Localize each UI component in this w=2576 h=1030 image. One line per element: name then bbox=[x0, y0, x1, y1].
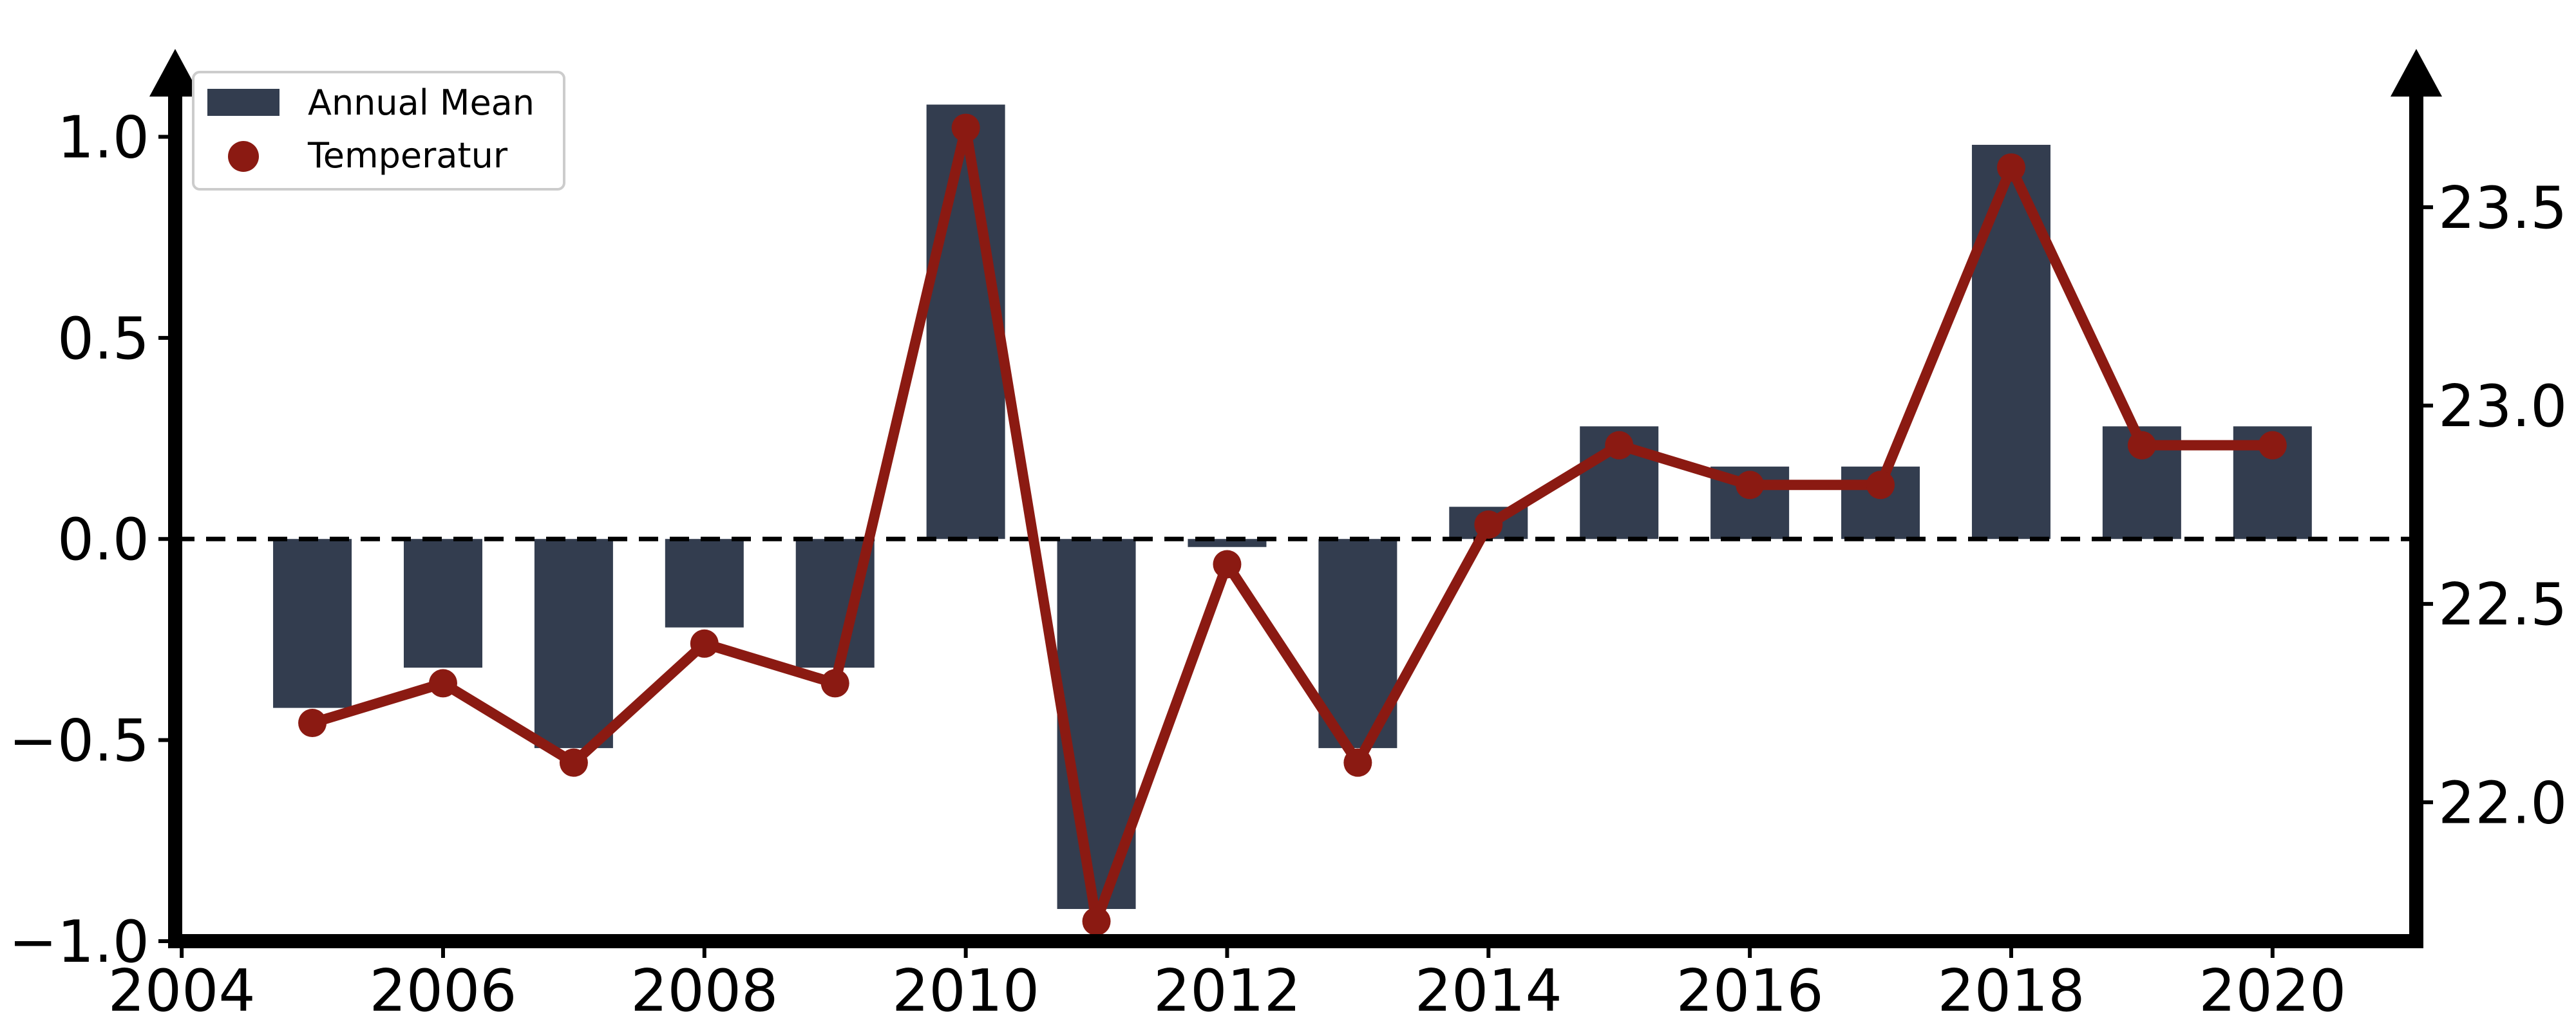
temperature-point-2013 bbox=[1343, 748, 1372, 777]
y-tick-label: 0.0 bbox=[57, 506, 149, 574]
temperature-point-2011 bbox=[1082, 907, 1111, 936]
legend-label-annual-mean: Annual Mean bbox=[308, 82, 535, 123]
x-tick-label: 2012 bbox=[1153, 957, 1301, 1025]
x-tick-label: 2006 bbox=[369, 957, 516, 1025]
temperature-series-line bbox=[310, 122, 2273, 927]
y-tick-label: −0.5 bbox=[8, 707, 149, 775]
y-tick-label: 1.0 bbox=[57, 104, 149, 171]
temperature-point-2015 bbox=[1605, 431, 1634, 460]
temperature-point-2020 bbox=[2258, 431, 2287, 460]
bar-2010 bbox=[926, 104, 1005, 539]
x-tick-label: 2004 bbox=[108, 957, 256, 1025]
temperature-point-2012 bbox=[1213, 550, 1242, 579]
legend: Annual Mean Temperatur bbox=[192, 71, 565, 191]
temperature-line-layer bbox=[298, 113, 2287, 936]
y2-tick-label: 22.0 bbox=[2438, 769, 2567, 837]
temperature-point-2014 bbox=[1474, 510, 1503, 539]
left-axis-arrow bbox=[149, 49, 201, 97]
x-tick-label: 2020 bbox=[2199, 957, 2346, 1025]
temperature-point-2019 bbox=[2127, 431, 2156, 460]
axes-layer bbox=[149, 49, 2442, 948]
x-tick-label: 2010 bbox=[892, 957, 1039, 1025]
bar-2007 bbox=[534, 539, 613, 749]
y2-tick-label: 22.5 bbox=[2438, 571, 2567, 639]
temperature-point-2006 bbox=[428, 669, 457, 698]
right-axis-arrow bbox=[2391, 49, 2442, 97]
legend-bar-swatch bbox=[207, 89, 279, 116]
legend-frame bbox=[192, 71, 565, 191]
y2-tick-label: 23.5 bbox=[2438, 174, 2567, 242]
temperature-point-2005 bbox=[298, 709, 327, 738]
bar-2005 bbox=[273, 539, 352, 708]
temperature-point-2009 bbox=[820, 669, 849, 698]
y-tick-label: 0.5 bbox=[57, 305, 149, 373]
legend-label-temperatur: Temperatur bbox=[307, 135, 508, 176]
bar-2006 bbox=[403, 539, 482, 668]
y2-tick-label: 23.0 bbox=[2438, 373, 2567, 440]
x-tick-label: 2018 bbox=[1937, 957, 2085, 1025]
temperature-point-2016 bbox=[1736, 471, 1765, 500]
x-tick-label: 2008 bbox=[630, 957, 778, 1025]
temperature-point-2018 bbox=[1996, 153, 2025, 182]
temperature-point-2017 bbox=[1866, 471, 1895, 500]
legend-line-swatch bbox=[228, 141, 259, 172]
x-tick-label: 2014 bbox=[1415, 957, 1562, 1025]
y-tick-label: −1.0 bbox=[8, 908, 149, 976]
bars-layer bbox=[273, 104, 2312, 910]
x-tick-label: 2016 bbox=[1676, 957, 1824, 1025]
bar-2018 bbox=[1971, 144, 2050, 539]
temperature-point-2007 bbox=[559, 748, 588, 777]
ticks-layer: −1.0 −0.5 0.0 0.5 1.0 22.0 22.5 23.0 23.5 2004 200… bbox=[8, 104, 2567, 1025]
temperature-point-2010 bbox=[951, 113, 980, 142]
bar-2008 bbox=[665, 539, 744, 628]
temperature-point-2008 bbox=[690, 629, 719, 658]
